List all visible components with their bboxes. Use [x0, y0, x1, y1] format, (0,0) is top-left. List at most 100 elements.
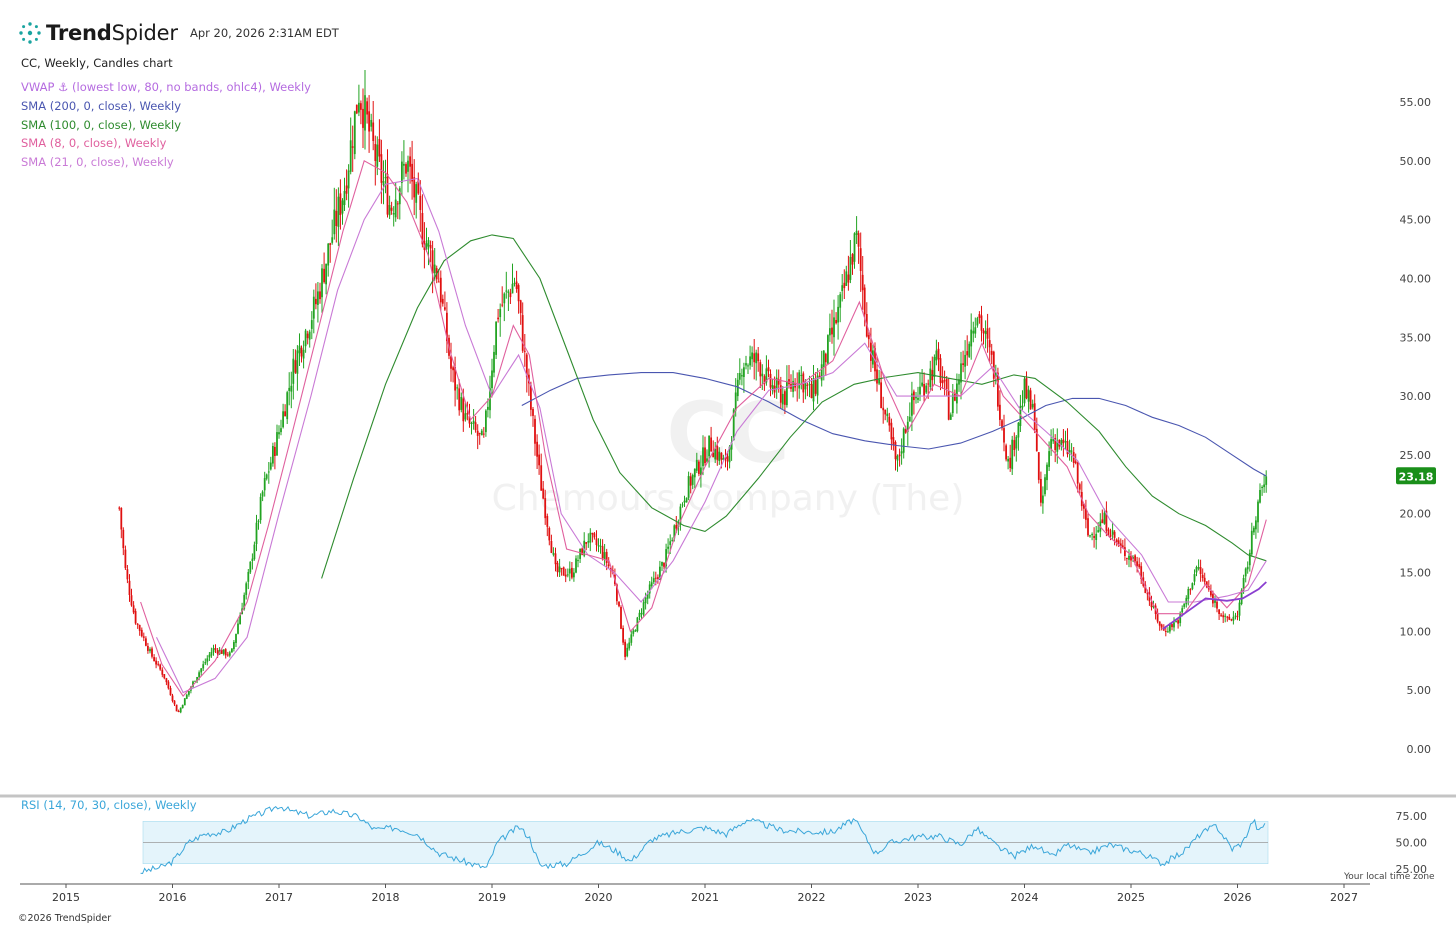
candle-body: [958, 379, 960, 385]
candle-body: [1150, 601, 1153, 608]
candle-body: [1076, 462, 1079, 484]
candle-body: [956, 383, 958, 404]
candle-body: [173, 700, 176, 705]
candle-body: [466, 413, 469, 415]
candle-body: [1240, 590, 1243, 604]
candle-body: [972, 330, 975, 334]
candle-body: [409, 156, 411, 167]
candle-body: [272, 446, 274, 464]
candle-body: [618, 601, 620, 607]
candle-body: [632, 630, 635, 634]
indicator-vwap[interactable]: VWAP ⚓ (lowest low, 80, no bands, ohlc4)…: [21, 80, 311, 94]
candle-body: [695, 459, 698, 471]
candle-body: [966, 351, 969, 356]
indicator-sma-200[interactable]: SMA (200, 0, close), Weekly: [21, 99, 182, 113]
candle-body: [1056, 441, 1059, 452]
candle-body: [775, 377, 778, 390]
candle-body: [1216, 601, 1218, 609]
candle-body: [693, 468, 696, 478]
brand: TrendSpider: [18, 18, 178, 48]
candle-body: [177, 711, 180, 712]
candle-body: [779, 385, 782, 403]
candle-body: [997, 372, 999, 407]
candle-body: [1093, 536, 1095, 538]
candle-body: [446, 312, 448, 342]
candle-body: [722, 458, 725, 460]
candle-body: [951, 394, 954, 414]
candle-body: [339, 193, 342, 215]
candle-body: [1253, 527, 1255, 533]
candle-body: [300, 347, 303, 357]
indicator-sma-21[interactable]: SMA (21, 0, close), Weekly: [21, 155, 174, 169]
candle-body: [941, 380, 944, 384]
candle-body: [607, 564, 610, 567]
candle-body: [806, 384, 809, 386]
candle-body: [1060, 439, 1063, 447]
rsi-tick-label: 25.00: [1396, 863, 1428, 876]
candle-body: [495, 321, 497, 355]
candle-body: [452, 367, 454, 371]
price-tick-label: 5.00: [1407, 684, 1432, 697]
candle-body: [1197, 567, 1200, 569]
candle-body: [968, 343, 971, 357]
candle-body: [1035, 428, 1038, 452]
candle-body: [1066, 441, 1069, 455]
candle-body: [372, 122, 375, 141]
indicator-sma-100[interactable]: SMA (100, 0, close), Weekly: [21, 118, 182, 132]
candle-body: [368, 111, 370, 132]
candle-body: [894, 442, 897, 460]
candle-body: [1111, 530, 1114, 535]
candle-body: [1103, 512, 1106, 524]
price-tick-label: 40.00: [1400, 273, 1432, 286]
candle-body: [804, 382, 807, 390]
candle-body: [462, 398, 465, 422]
candle-body: [634, 630, 637, 632]
candle-body: [413, 177, 416, 198]
candle-body: [851, 254, 854, 265]
candle-body: [638, 612, 641, 618]
candle-body: [741, 375, 743, 377]
candle-body: [734, 392, 737, 411]
candle-body: [441, 298, 444, 304]
candle-body: [1023, 378, 1026, 404]
candle-body: [315, 298, 317, 305]
price-tick-label: 25.00: [1400, 449, 1432, 462]
candle-body: [1203, 577, 1206, 582]
candle-body: [263, 478, 266, 491]
candle-body: [1070, 450, 1073, 452]
candle-body: [743, 367, 745, 377]
candle-body: [431, 250, 434, 274]
candle-body: [351, 146, 354, 148]
candle-body: [130, 595, 133, 606]
rsi-label[interactable]: RSI (14, 70, 30, close), Weekly: [21, 798, 197, 812]
candle-body: [214, 648, 217, 650]
candle-body: [392, 213, 395, 215]
candle-body: [202, 664, 205, 669]
candle-body: [659, 566, 661, 580]
time-tick-label: 2021: [691, 891, 719, 904]
candle-body: [134, 611, 137, 624]
candle-body: [603, 552, 606, 560]
candle-body: [759, 362, 762, 377]
candle-body: [274, 446, 276, 456]
candle-body: [257, 520, 260, 523]
candle-body: [126, 569, 129, 580]
time-tick-label: 2017: [265, 891, 293, 904]
candle-body: [855, 230, 858, 235]
candle-body: [1068, 450, 1071, 454]
candle-body: [550, 541, 553, 553]
candle-body: [1087, 518, 1089, 536]
candle-body: [650, 582, 653, 586]
candle-body: [777, 379, 780, 385]
candle-body: [687, 476, 690, 498]
candle-body: [1183, 603, 1186, 607]
sma-100-line: [321, 234, 1267, 579]
candle-body: [849, 257, 852, 280]
price-axis: 55.00 50.00 45.00 40.00 35.00 30.00 25.00 20.00…: [1396, 96, 1436, 756]
candle-body: [630, 634, 633, 643]
indicator-sma-8[interactable]: SMA (8, 0, close), Weekly: [21, 136, 167, 150]
candle-body: [1160, 624, 1163, 628]
candle-body: [808, 383, 811, 385]
candle-body: [978, 314, 981, 318]
